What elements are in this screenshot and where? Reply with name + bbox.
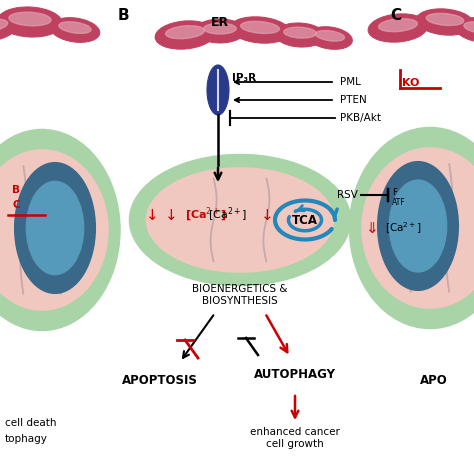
Text: $\downarrow\downarrow$: $\downarrow\downarrow$: [143, 208, 177, 222]
Ellipse shape: [379, 18, 418, 32]
Ellipse shape: [165, 26, 204, 39]
Ellipse shape: [368, 14, 428, 42]
Text: TCA: TCA: [292, 213, 318, 227]
Text: cell death: cell death: [5, 418, 56, 428]
Text: C: C: [390, 8, 401, 23]
Text: RSV: RSV: [337, 190, 358, 200]
Ellipse shape: [26, 181, 84, 275]
Text: ER: ER: [211, 16, 229, 29]
Ellipse shape: [15, 163, 95, 293]
Text: $\downarrow$: $\downarrow$: [258, 208, 273, 222]
Text: enhanced cancer
cell growth: enhanced cancer cell growth: [250, 427, 340, 448]
Ellipse shape: [284, 27, 316, 38]
Text: KO: KO: [402, 78, 419, 88]
Text: IP₃R: IP₃R: [232, 73, 256, 83]
Ellipse shape: [146, 168, 334, 272]
Text: PTEN: PTEN: [340, 95, 367, 105]
Text: $\Downarrow$: $\Downarrow$: [363, 220, 377, 236]
Ellipse shape: [0, 19, 8, 32]
Text: ATF: ATF: [392, 198, 406, 207]
Text: PKB/Akt: PKB/Akt: [340, 113, 381, 123]
Text: APOPTOSIS: APOPTOSIS: [122, 374, 198, 386]
Text: [Ca$^{2+}$]: [Ca$^{2+}$]: [185, 206, 227, 224]
Ellipse shape: [350, 128, 474, 328]
Ellipse shape: [50, 18, 100, 42]
Ellipse shape: [362, 148, 474, 308]
Ellipse shape: [130, 155, 350, 285]
Ellipse shape: [389, 180, 447, 272]
Ellipse shape: [416, 9, 474, 35]
Text: F: F: [392, 188, 397, 197]
Ellipse shape: [155, 21, 215, 49]
Ellipse shape: [308, 27, 352, 49]
Ellipse shape: [0, 130, 119, 330]
Ellipse shape: [378, 162, 458, 290]
Ellipse shape: [241, 21, 280, 34]
Text: [Ca$^{2+}$]: [Ca$^{2+}$]: [385, 220, 422, 236]
Ellipse shape: [207, 65, 229, 115]
Text: APO: APO: [420, 374, 448, 386]
Ellipse shape: [59, 22, 91, 33]
Text: B: B: [12, 185, 20, 195]
Ellipse shape: [455, 18, 474, 42]
Ellipse shape: [9, 12, 51, 26]
Ellipse shape: [0, 7, 63, 37]
Ellipse shape: [426, 13, 464, 26]
Ellipse shape: [0, 150, 108, 310]
Ellipse shape: [464, 22, 474, 33]
Ellipse shape: [316, 30, 345, 41]
Text: [Ca$^{2+}$]: [Ca$^{2+}$]: [209, 206, 247, 224]
Ellipse shape: [0, 15, 17, 41]
Ellipse shape: [275, 23, 325, 47]
Ellipse shape: [230, 17, 290, 43]
Ellipse shape: [195, 19, 245, 43]
Text: B: B: [118, 8, 129, 23]
Text: tophagy: tophagy: [5, 434, 48, 444]
Text: C: C: [12, 200, 19, 210]
Ellipse shape: [204, 23, 236, 34]
Text: PML: PML: [340, 77, 361, 87]
Text: BIOENERGETICS &
BIOSYNTHESIS: BIOENERGETICS & BIOSYNTHESIS: [192, 284, 288, 306]
Text: AUTOPHAGY: AUTOPHAGY: [254, 368, 336, 382]
